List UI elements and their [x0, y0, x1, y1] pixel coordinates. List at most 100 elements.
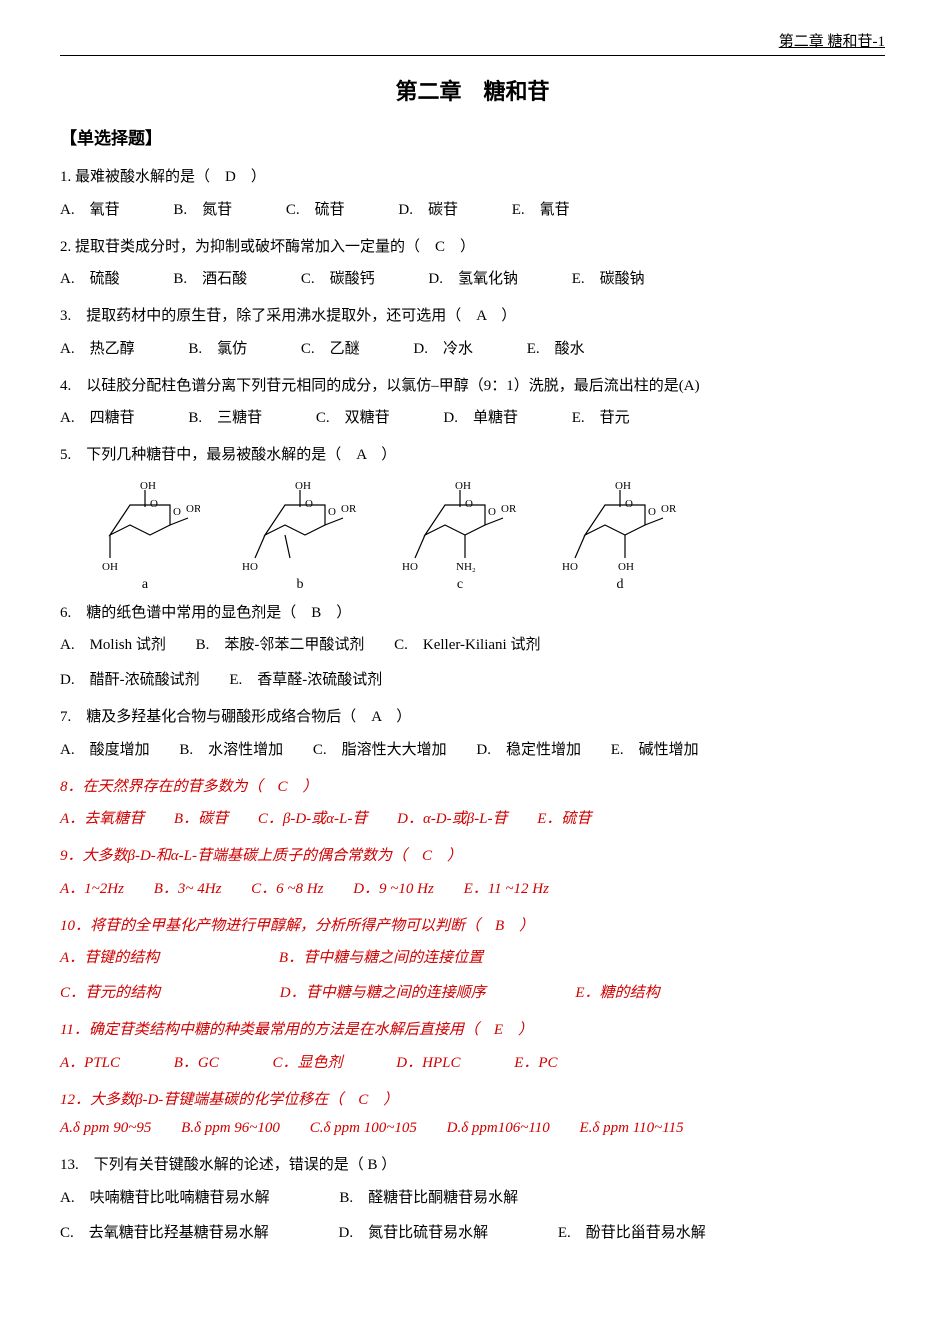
q7-opt-b: B. 水溶性增加 [179, 738, 283, 759]
q10-opt-d: D．苷中糖与糖之间的连接顺序 [280, 981, 486, 1002]
q4-opt-d: D. 单糖苷 [443, 406, 518, 427]
q4-options: A. 四糖苷 B. 三糖苷 C. 双糖苷 D. 单糖苷 E. 苷元 [60, 406, 885, 427]
q1-opt-d: D. 碳苷 [398, 198, 458, 219]
svg-text:OH: OH [102, 561, 118, 573]
q11-opt-a: A．PTLC [60, 1051, 120, 1072]
q2-opt-a: A. 硫酸 [60, 267, 120, 288]
svg-text:HO: HO [562, 561, 578, 573]
q11-opt-e: E．PC [514, 1051, 557, 1072]
q13-options-row2: C. 去氧糖苷比羟基糖苷易水解 D. 氮苷比硫苷易水解 E. 酚苷比甾苷易水解 [60, 1221, 885, 1242]
q9-stem: 9．大多数β-D-和α-L-苷端基碳上质子的偶合常数为（ C ） [60, 842, 885, 871]
mol-d: OH HO OH O OR O d [560, 480, 680, 593]
q2-stem: 2. 提取苷类成分时，为抑制或破坏酶常加入一定量的（ C ） [60, 233, 885, 262]
q13-opt-e: E. 酚苷比甾苷易水解 [558, 1221, 706, 1242]
svg-text:OR: OR [341, 503, 357, 515]
q3-stem: 3. 提取药材中的原生苷，除了采用沸水提取外，还可选用（ A ） [60, 302, 885, 331]
q8-opt-d: D．α-D-或β-L-苷 [397, 807, 507, 828]
page-header: 第二章 糖和苷-1 [60, 30, 885, 51]
svg-text:OH: OH [295, 480, 311, 492]
q8-opt-b: B．碳苷 [174, 807, 228, 828]
svg-text:O: O [305, 498, 313, 510]
svg-text:O: O [173, 506, 181, 518]
q5-structures: OH OH O OR O a OH HO O OR [90, 480, 885, 593]
chapter-title: 第二章 糖和苷 [60, 74, 885, 106]
svg-text:OR: OR [186, 503, 200, 515]
svg-text:OH: OH [615, 480, 631, 492]
q10-opt-e: E．糖的结构 [575, 981, 659, 1002]
mol-c-label: c [400, 577, 520, 593]
svg-text:OR: OR [501, 503, 517, 515]
q6-options-row1: A. Molish 试剂 B. 苯胺-邻苯二甲酸试剂 C. Keller-Kil… [60, 633, 885, 654]
q12-opt-e: E.δ ppm 110~115 [580, 1120, 684, 1137]
q10-opt-b: B．苷中糖与糖之间的连接位置 [279, 946, 483, 967]
q7-opt-d: D. 稳定性增加 [476, 738, 581, 759]
q11-stem: 11．确定苷类结构中糖的种类最常用的方法是在水解后直接用（ E ） [60, 1016, 885, 1045]
q12-options: A.δ ppm 90~95 B.δ ppm 96~100 C.δ ppm 100… [60, 1120, 885, 1137]
mol-a-label: a [90, 577, 200, 593]
q3-opt-a: A. 热乙醇 [60, 337, 135, 358]
q2-opt-e: E. 碳酸钠 [572, 267, 645, 288]
q7-stem: 7. 糖及多羟基化合物与硼酸形成络合物后（ A ） [60, 703, 885, 732]
q2-opt-b: B. 酒石酸 [173, 267, 247, 288]
q13-opt-c: C. 去氧糖苷比羟基糖苷易水解 [60, 1221, 269, 1242]
q10-options-row2: C．苷元的结构 D．苷中糖与糖之间的连接顺序 E．糖的结构 [60, 981, 885, 1002]
top-rule [60, 55, 885, 56]
q10-options-row1: A．苷键的结构 B．苷中糖与糖之间的连接位置 [60, 946, 885, 967]
mol-c: OH HO NH₂ O OR O c [400, 480, 520, 593]
q6-opt-e: E. 香草醛-浓硫酸试剂 [229, 668, 382, 689]
svg-text:HO: HO [402, 561, 418, 573]
q6-stem: 6. 糖的纸色谱中常用的显色剂是（ B ） [60, 599, 885, 628]
q10-opt-a: A．苷键的结构 [60, 946, 159, 967]
q12-opt-b: B.δ ppm 96~100 [181, 1120, 280, 1137]
q11-options: A．PTLC B．GC C．显色剂 D．HPLC E．PC [60, 1051, 885, 1072]
q13-opt-a: A. 呋喃糖苷比吡喃糖苷易水解 [60, 1186, 270, 1207]
q11-opt-d: D．HPLC [396, 1051, 460, 1072]
q4-opt-e: E. 苷元 [572, 406, 630, 427]
q5-stem: 5. 下列几种糖苷中，最易被酸水解的是（ A ） [60, 441, 885, 470]
mol-d-label: d [560, 577, 680, 593]
q1-options: A. 氧苷 B. 氮苷 C. 硫苷 D. 碳苷 E. 氰苷 [60, 198, 885, 219]
q3-opt-d: D. 冷水 [413, 337, 473, 358]
svg-text:OH: OH [455, 480, 471, 492]
q4-opt-b: B. 三糖苷 [188, 406, 262, 427]
q6-opt-b: B. 苯胺-邻苯二甲酸试剂 [196, 633, 365, 654]
q1-stem: 1. 最难被酸水解的是（ D ） [60, 163, 885, 192]
q7-opt-c: C. 脂溶性大大增加 [313, 738, 447, 759]
q8-opt-e: E．硫苷 [537, 807, 591, 828]
q12-opt-c: C.δ ppm 100~105 [310, 1120, 417, 1137]
q11-opt-b: B．GC [174, 1051, 219, 1072]
q13-stem: 13. 下列有关苷键酸水解的论述，错误的是（ B ） [60, 1151, 885, 1180]
q8-options: A．去氧糖苷 B．碳苷 C．β-D-或α-L-苷 D．α-D-或β-L-苷 E．… [60, 807, 885, 828]
q7-options: A. 酸度增加 B. 水溶性增加 C. 脂溶性大大增加 D. 稳定性增加 E. … [60, 738, 885, 759]
svg-text:O: O [488, 506, 496, 518]
q3-opt-c: C. 乙醚 [301, 337, 360, 358]
q1-opt-e: E. 氰苷 [512, 198, 570, 219]
svg-text:O: O [648, 506, 656, 518]
q7-opt-a: A. 酸度增加 [60, 738, 150, 759]
q2-opt-c: C. 碳酸钙 [301, 267, 375, 288]
q4-opt-c: C. 双糖苷 [316, 406, 390, 427]
q2-options: A. 硫酸 B. 酒石酸 C. 碳酸钙 D. 氢氧化钠 E. 碳酸钠 [60, 267, 885, 288]
q3-options: A. 热乙醇 B. 氯仿 C. 乙醚 D. 冷水 E. 酸水 [60, 337, 885, 358]
q12-opt-d: D.δ ppm106~110 [447, 1120, 550, 1137]
svg-text:O: O [328, 506, 336, 518]
q8-opt-c: C．β-D-或α-L-苷 [258, 807, 368, 828]
q3-opt-e: E. 酸水 [527, 337, 585, 358]
mol-a: OH OH O OR O a [90, 480, 200, 593]
q9-opt-d: D．9 ~10 Hz [353, 877, 434, 898]
q9-options: A．1~2Hz B．3~ 4Hz C．6 ~8 Hz D．9 ~10 Hz E．… [60, 877, 885, 898]
q1-opt-c: C. 硫苷 [286, 198, 345, 219]
svg-text:O: O [625, 498, 633, 510]
svg-text:OH: OH [140, 480, 156, 492]
svg-text:O: O [465, 498, 473, 510]
q8-opt-a: A．去氧糖苷 [60, 807, 144, 828]
q4-opt-a: A. 四糖苷 [60, 406, 135, 427]
q1-opt-b: B. 氮苷 [173, 198, 232, 219]
mol-b-label: b [240, 577, 360, 593]
q12-stem: 12．大多数β-D-苷键端基碳的化学位移在（ C ） [60, 1086, 885, 1115]
mol-b: OH HO O OR O b [240, 480, 360, 593]
q3-opt-b: B. 氯仿 [188, 337, 247, 358]
q10-opt-c: C．苷元的结构 [60, 981, 160, 1002]
q8-stem: 8．在天然界存在的苷多数为（ C ） [60, 773, 885, 802]
svg-text:O: O [150, 498, 158, 510]
